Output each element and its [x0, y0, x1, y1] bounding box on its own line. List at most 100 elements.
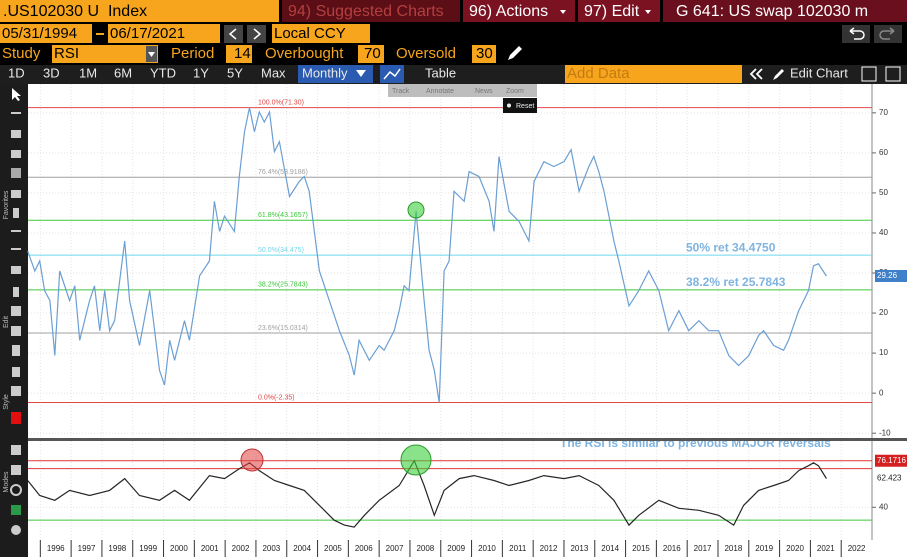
value-tag	[875, 269, 907, 282]
tool[interactable]	[12, 367, 20, 377]
x-tick-label: 2008	[416, 544, 434, 553]
undo-button[interactable]	[842, 25, 870, 43]
redo-button[interactable]	[874, 25, 902, 43]
tool[interactable]	[11, 465, 21, 475]
end-date: 06/17/2021	[110, 25, 185, 42]
chart-background	[28, 84, 907, 557]
level-label: 76.4%(53.9186)	[258, 169, 308, 176]
trash-tool[interactable]	[12, 345, 20, 356]
edit-chart-icon	[773, 69, 784, 80]
tool-button[interactable]: Track	[392, 88, 410, 95]
tool-button[interactable]: News	[475, 88, 493, 95]
add-data-input[interactable]	[565, 65, 742, 83]
tool[interactable]	[11, 266, 21, 274]
dropdown-arrow	[148, 52, 155, 57]
settings-icon[interactable]	[861, 66, 877, 82]
color-tool[interactable]	[11, 412, 21, 424]
edit-chart[interactable]: Edit Chart	[790, 65, 848, 80]
ticker: .US102030 U Index	[3, 3, 147, 20]
x-tick-label: 2021	[817, 544, 835, 553]
prev-button[interactable]	[224, 25, 243, 43]
page-title: G 641: US swap 102030 m	[676, 3, 868, 20]
settings-tool[interactable]	[11, 525, 21, 535]
level-label: 38.2%(25.7843)	[258, 282, 308, 289]
study-label: Study	[2, 45, 41, 62]
range-button[interactable]: Max	[261, 65, 286, 80]
tool[interactable]	[11, 168, 21, 178]
tool[interactable]	[13, 208, 19, 218]
value-tag-label: 62.423	[877, 474, 902, 483]
ticker-box[interactable]	[0, 0, 279, 22]
frequency: Monthly	[302, 65, 348, 80]
level-label: 61.8%(43.1657)	[258, 212, 308, 219]
export-icon[interactable]	[885, 66, 901, 82]
x-tick-label: 2012	[540, 544, 558, 553]
pencil-icon[interactable]	[508, 46, 522, 60]
range-button[interactable]: 5Y	[227, 65, 243, 80]
menu-button[interactable]	[578, 0, 660, 22]
menu-button[interactable]	[282, 0, 460, 22]
y-tick-label: -10	[879, 428, 891, 437]
x-tick-label: 1998	[108, 544, 126, 553]
menu-label: 94) Suggested Charts	[288, 3, 444, 20]
value-tag-label: 29.26	[877, 271, 898, 280]
tool-icons	[10, 88, 22, 535]
chart-type-icon	[383, 68, 401, 80]
period-input[interactable]	[226, 45, 252, 63]
y-tick-label: 0	[879, 388, 884, 397]
tool[interactable]	[11, 445, 21, 455]
overbought-input[interactable]	[358, 45, 384, 63]
collapse-icon[interactable]	[749, 68, 763, 80]
x-tick-label: 2002	[232, 544, 250, 553]
data-line	[27, 459, 827, 528]
x-axis-band	[28, 540, 907, 557]
date-input[interactable]	[108, 24, 220, 43]
date-input[interactable]	[0, 24, 92, 43]
x-tick-label: 2014	[601, 544, 619, 553]
x-tick-label: 2011	[509, 544, 527, 553]
tool[interactable]	[11, 386, 21, 396]
study-input[interactable]	[52, 45, 158, 63]
reset-button[interactable]: Reset	[516, 103, 534, 110]
range-button[interactable]: 1D	[8, 65, 25, 80]
oversold: 30	[476, 45, 493, 62]
next-button[interactable]	[247, 25, 266, 43]
annotation: The RSI is similar to previous MAJOR rev…	[560, 436, 831, 450]
tool[interactable]	[11, 230, 21, 232]
tool[interactable]	[11, 326, 21, 336]
tool-button[interactable]: Zoom	[506, 88, 524, 95]
tool[interactable]	[11, 306, 21, 316]
range-button[interactable]: 6M	[114, 65, 132, 80]
sidebar-label: Edit	[3, 316, 10, 328]
oversold-input[interactable]	[472, 45, 496, 63]
currency-input[interactable]	[272, 24, 370, 43]
frequency-button[interactable]	[298, 65, 373, 83]
range-button[interactable]: YTD	[150, 65, 176, 80]
sidebar-label: Modes	[3, 471, 10, 493]
overbought: 70	[364, 45, 381, 62]
tool[interactable]	[11, 190, 21, 198]
x-tick-label: 2015	[632, 544, 650, 553]
redo-icon	[879, 27, 895, 40]
line-tool[interactable]	[11, 112, 21, 114]
level-label: 0.0%(-2.35)	[258, 394, 295, 401]
prev-icon	[228, 28, 237, 40]
x-tick-label: 2013	[570, 544, 588, 553]
tool[interactable]	[10, 484, 22, 496]
tool-button[interactable]: Annotate	[426, 88, 454, 95]
range-button[interactable]: 3D	[43, 65, 60, 80]
tool[interactable]	[11, 505, 21, 515]
dropdown-arrow	[645, 10, 651, 14]
menu-button[interactable]	[463, 0, 575, 22]
tool[interactable]	[13, 287, 19, 297]
tool[interactable]	[11, 248, 21, 250]
panel-divider[interactable]	[28, 438, 907, 441]
table-button[interactable]: Table	[425, 65, 456, 80]
range-button[interactable]: 1M	[79, 65, 97, 80]
tool[interactable]	[11, 130, 21, 138]
range-button[interactable]: 1Y	[193, 65, 209, 80]
pointer-tool[interactable]	[12, 88, 21, 101]
tool[interactable]	[11, 150, 21, 158]
